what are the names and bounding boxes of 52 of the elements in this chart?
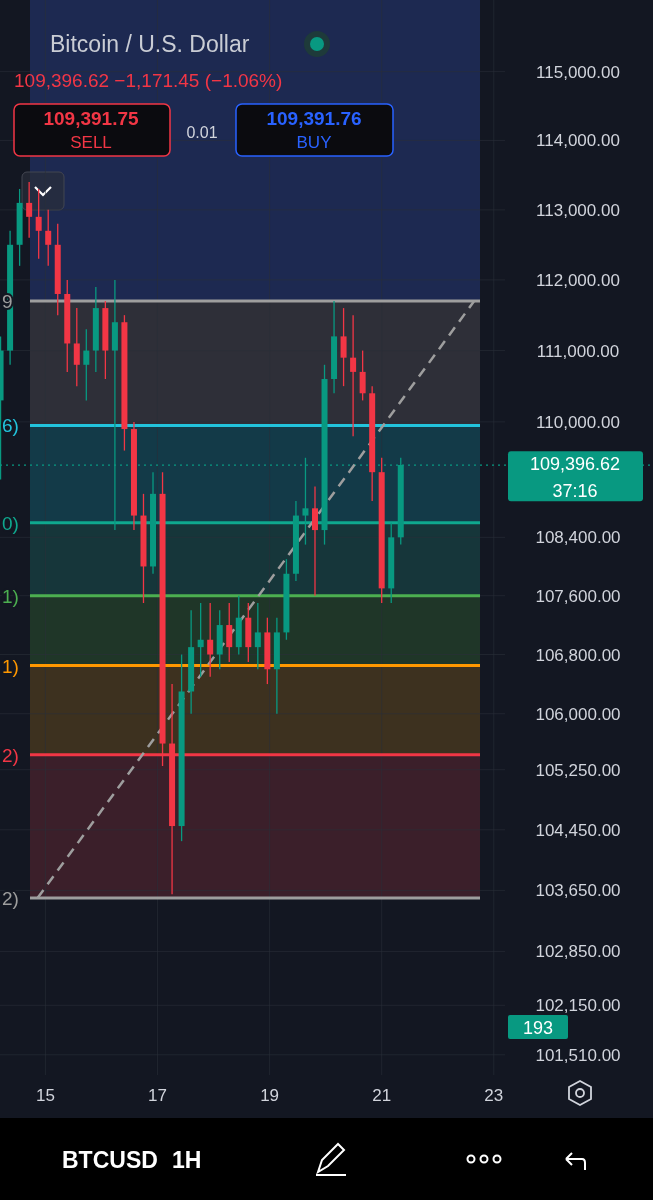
y-tick-label: 108,400.00 xyxy=(535,528,621,548)
y-tick-label: 111,000.00 xyxy=(536,341,620,361)
annotation: 6) xyxy=(2,415,19,437)
y-tick-label: 102,850.00 xyxy=(535,942,621,962)
candlestick xyxy=(340,307,347,387)
annotation: 0.01 xyxy=(186,124,218,141)
y-tick-label: 110,000.00 xyxy=(536,412,620,432)
y-tick-label: 114,000.00 xyxy=(536,131,620,151)
annotation: 109,391.75 xyxy=(43,108,139,129)
annotation: 0) xyxy=(2,512,19,534)
y-tick-label: 112,000.00 xyxy=(536,270,620,290)
annotation: 2) xyxy=(2,888,19,910)
y-tick-label: 106,800.00 xyxy=(535,645,621,665)
candlestick xyxy=(26,181,33,239)
y-tick-label: 103,650.00 xyxy=(535,881,621,901)
text: 1H xyxy=(172,1147,202,1173)
ref-line-label: 109,396.62 xyxy=(529,454,621,475)
candlestick xyxy=(359,349,366,402)
annotation: 109,391.76 xyxy=(266,108,362,129)
candlestick xyxy=(45,209,52,267)
x-tick-label: 21 xyxy=(372,1086,392,1105)
annotation: BUY xyxy=(296,133,332,152)
text: Bitcoin / U.S. Dollar xyxy=(50,31,250,57)
x-tick-label: 15 xyxy=(35,1086,55,1105)
candlestick xyxy=(197,602,204,678)
y-tick-label: 105,250.00 xyxy=(535,760,621,780)
annotation: SELL xyxy=(70,133,112,152)
y-tick-label: 107,600.00 xyxy=(535,586,621,606)
y-tick-label: 104,450.00 xyxy=(535,820,621,840)
text: 109,396.62 −1,171.45 (−1.06%) xyxy=(14,70,283,91)
candlestick xyxy=(73,307,80,387)
y-tick-label: 102,150.00 xyxy=(535,996,621,1016)
annotation: 1) xyxy=(2,585,19,607)
candlestick xyxy=(226,602,233,663)
candlestick xyxy=(207,602,214,678)
candlestick xyxy=(35,188,42,260)
candlestick xyxy=(254,602,261,670)
annotation: 1) xyxy=(2,655,19,677)
text: BTCUSD xyxy=(62,1147,158,1173)
text: 193 xyxy=(522,1018,554,1038)
y-tick-label: 106,000.00 xyxy=(535,704,621,724)
y-tick-label: 113,000.00 xyxy=(536,200,620,220)
text: 37:16 xyxy=(552,481,598,501)
x-tick-label: 19 xyxy=(260,1086,280,1105)
candlestick xyxy=(83,328,90,402)
x-tick-label: 23 xyxy=(484,1086,504,1105)
y-tick-label: 115,000.00 xyxy=(536,62,620,82)
annotation: 2) xyxy=(2,744,19,766)
candlestick xyxy=(311,485,318,597)
x-tick-label: 17 xyxy=(148,1086,167,1105)
candlestick xyxy=(350,314,357,437)
y-tick-label: 101,510.00 xyxy=(535,1045,621,1065)
